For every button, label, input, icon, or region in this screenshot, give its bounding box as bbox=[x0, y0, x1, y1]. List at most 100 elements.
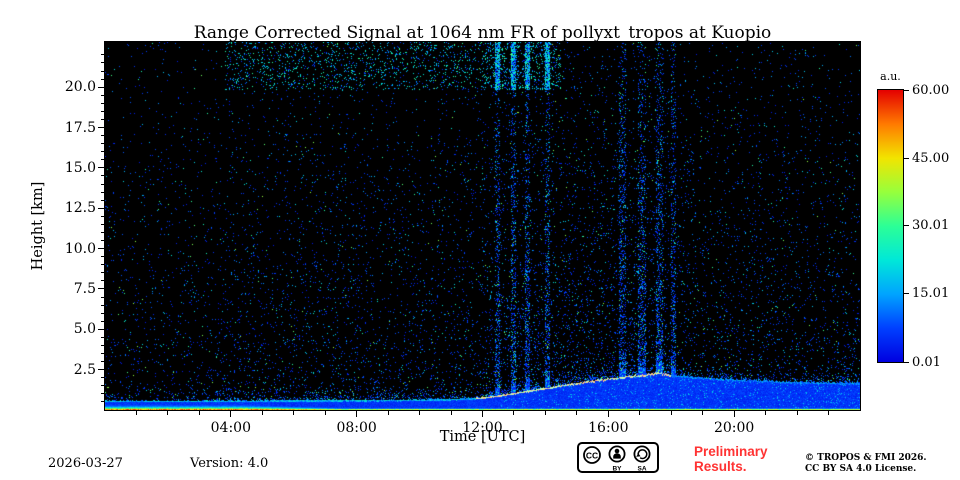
y-tick-mark bbox=[98, 369, 104, 371]
colorbar-tick-label: 45.00 bbox=[912, 150, 950, 166]
badge-by-text: BY bbox=[612, 466, 622, 473]
y-minor-tick-mark bbox=[100, 70, 104, 72]
x-tick-mark bbox=[607, 411, 609, 417]
person-head-icon bbox=[614, 448, 620, 454]
colorbar-tick-label: 30.01 bbox=[912, 218, 950, 234]
y-minor-tick-mark bbox=[100, 336, 104, 338]
preliminary-line1: Preliminary bbox=[694, 444, 768, 459]
copyright-line1: © TROPOS & FMI 2026. bbox=[805, 453, 927, 463]
x-minor-tick-mark bbox=[387, 411, 389, 415]
y-minor-tick-mark bbox=[100, 296, 104, 298]
x-tick-label: 04:00 bbox=[210, 420, 251, 436]
y-tick-label: 20.0 bbox=[64, 79, 96, 96]
y-minor-tick-mark bbox=[100, 118, 104, 120]
y-minor-tick-mark bbox=[100, 151, 104, 153]
y-tick-label: 10.0 bbox=[64, 240, 96, 257]
y-tick-mark bbox=[98, 207, 104, 209]
colorbar-tick-label: 0.01 bbox=[912, 354, 941, 370]
y-minor-tick-mark bbox=[100, 272, 104, 274]
preliminary-results-label: Preliminary Results. bbox=[694, 444, 768, 474]
y-tick-label: 2.5 bbox=[73, 361, 96, 378]
x-minor-tick-mark bbox=[324, 411, 326, 415]
x-minor-tick-mark bbox=[828, 411, 830, 415]
y-minor-tick-mark bbox=[100, 175, 104, 177]
x-minor-tick-mark bbox=[198, 411, 200, 415]
preliminary-line2: Results. bbox=[694, 459, 747, 474]
y-minor-tick-mark bbox=[100, 215, 104, 217]
y-minor-tick-mark bbox=[100, 191, 104, 193]
y-minor-tick-mark bbox=[100, 377, 104, 379]
y-minor-tick-mark bbox=[100, 320, 104, 322]
y-minor-tick-mark bbox=[100, 159, 104, 161]
x-minor-tick-mark bbox=[639, 411, 641, 415]
x-minor-tick-mark bbox=[576, 411, 578, 415]
y-minor-tick-mark bbox=[100, 102, 104, 104]
x-minor-tick-mark bbox=[293, 411, 295, 415]
cc-by-sa-badge: CC BY SA bbox=[577, 442, 659, 473]
y-tick-label: 7.5 bbox=[73, 280, 96, 297]
x-minor-tick-mark bbox=[513, 411, 515, 415]
x-minor-tick-mark bbox=[261, 411, 263, 415]
y-minor-tick-mark bbox=[100, 94, 104, 96]
y-minor-tick-mark bbox=[100, 223, 104, 225]
y-minor-tick-mark bbox=[100, 344, 104, 346]
y-minor-tick-mark bbox=[100, 312, 104, 314]
y-minor-tick-mark bbox=[100, 385, 104, 387]
y-minor-tick-mark bbox=[100, 280, 104, 282]
y-minor-tick-mark bbox=[100, 264, 104, 266]
x-axis-label: Time [UTC] bbox=[439, 429, 526, 445]
colorbar-tick-mark bbox=[904, 361, 909, 363]
copyright-notice: © TROPOS & FMI 2026. CC BY SA 4.0 Licens… bbox=[805, 453, 927, 474]
colorbar-tick-label: 60.00 bbox=[912, 82, 950, 98]
y-tick-label: 12.5 bbox=[64, 200, 96, 217]
x-minor-tick-mark bbox=[765, 411, 767, 415]
y-minor-tick-mark bbox=[100, 353, 104, 354]
share-alike-arrowhead-icon bbox=[636, 453, 641, 457]
x-tick-mark bbox=[733, 411, 735, 417]
colorbar-tick-mark bbox=[904, 89, 909, 91]
cc-icon bbox=[583, 446, 601, 464]
y-tick-mark bbox=[98, 86, 104, 88]
heatmap-canvas bbox=[105, 42, 860, 410]
colorbar-tick-mark bbox=[904, 157, 909, 159]
y-minor-tick-mark bbox=[100, 361, 104, 363]
colorbar-tick-mark bbox=[904, 225, 909, 227]
chart-title: Range Corrected Signal at 1064 nm FR of … bbox=[193, 23, 772, 43]
x-minor-tick-mark bbox=[167, 411, 169, 415]
share-alike-icon bbox=[633, 445, 651, 463]
y-minor-tick-mark bbox=[100, 401, 104, 403]
y-minor-tick-mark bbox=[100, 231, 104, 233]
y-tick-mark bbox=[98, 127, 104, 129]
attribution-person-icon bbox=[608, 445, 626, 463]
measurement-date: 2026-03-27 bbox=[48, 456, 123, 471]
person-body-icon bbox=[613, 453, 621, 459]
x-minor-tick-mark bbox=[670, 411, 672, 415]
y-minor-tick-mark bbox=[100, 240, 104, 242]
share-alike-arrow-icon bbox=[637, 449, 648, 460]
x-tick-label: 16:00 bbox=[588, 420, 629, 436]
colorbar-tick-mark bbox=[904, 293, 909, 295]
y-minor-tick-mark bbox=[100, 256, 104, 258]
y-minor-tick-mark bbox=[100, 304, 104, 306]
y-minor-tick-mark bbox=[100, 54, 104, 56]
y-minor-tick-mark bbox=[100, 62, 104, 64]
x-minor-tick-mark bbox=[544, 411, 546, 415]
y-minor-tick-mark bbox=[100, 78, 104, 80]
badge-sa-text: SA bbox=[637, 466, 646, 473]
y-minor-tick-mark bbox=[100, 110, 104, 112]
x-tick-mark bbox=[482, 411, 483, 417]
x-tick-label: 20:00 bbox=[713, 420, 755, 436]
y-minor-tick-mark bbox=[100, 393, 104, 395]
cc-icon-text: CC bbox=[586, 450, 598, 460]
y-minor-tick-mark bbox=[100, 199, 104, 201]
x-minor-tick-mark bbox=[702, 411, 704, 415]
x-tick-label: 12:00 bbox=[462, 420, 503, 436]
y-minor-tick-mark bbox=[100, 143, 104, 145]
x-minor-tick-mark bbox=[135, 411, 137, 415]
version-label: Version: 4.0 bbox=[190, 456, 269, 471]
y-minor-tick-mark bbox=[100, 135, 104, 137]
y-tick-mark bbox=[98, 248, 104, 250]
x-tick-mark bbox=[356, 411, 358, 417]
colorbar-label: a.u. bbox=[880, 70, 901, 83]
